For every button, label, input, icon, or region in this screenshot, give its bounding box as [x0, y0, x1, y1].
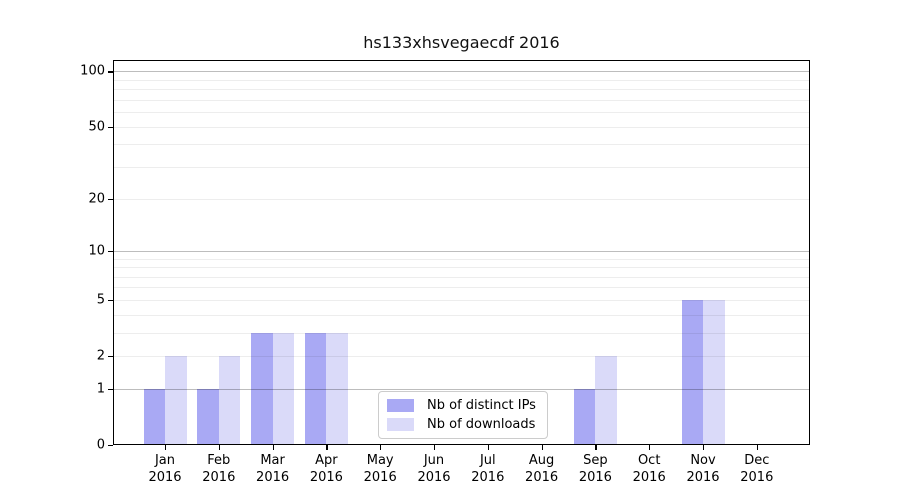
x-tick-year-oct: 2016	[632, 470, 666, 485]
x-tick-label-jan: Jan 2016	[135, 452, 195, 486]
gridline-y-70	[114, 99, 809, 101]
x-tick-label-dec: Dec 2016	[727, 452, 787, 486]
bar-distinct-ips-jan	[143, 388, 165, 445]
x-tick-mar	[272, 445, 274, 450]
chart-title: hs133xhsvegaecdf 2016	[363, 33, 560, 52]
x-tick-label-feb: Feb 2016	[189, 452, 249, 486]
x-tick-label-jul: Jul 2016	[458, 452, 518, 486]
bar-distinct-ips-sep	[573, 388, 596, 445]
gridline-y-3	[114, 332, 809, 334]
x-tick-apr	[326, 445, 328, 450]
y-tick-label-100: 100	[80, 63, 105, 79]
gridline-y-100	[114, 71, 809, 73]
x-tick-label-aug: Aug 2016	[512, 452, 572, 486]
x-tick-feb	[218, 445, 220, 450]
x-tick-year-dec: 2016	[740, 470, 774, 485]
gridline-y-80	[114, 89, 809, 91]
gridline-y-50	[114, 126, 809, 128]
gridline-y-10	[114, 250, 809, 252]
gridline-y-20	[114, 198, 809, 200]
y-tick-label-1: 1	[96, 381, 105, 397]
x-tick-may	[380, 445, 382, 450]
x-tick-year-jan: 2016	[148, 470, 182, 485]
y-tick-label-5: 5	[96, 292, 105, 308]
x-tick-label-sep: Sep 2016	[565, 452, 625, 486]
y-tick-label-10: 10	[88, 243, 105, 259]
y-tick-100	[108, 71, 113, 73]
bar-distinct-ips-nov	[681, 299, 703, 445]
x-tick-jul	[487, 445, 489, 450]
x-tick-label-jun: Jun 2016	[404, 452, 464, 486]
x-tick-sep	[595, 445, 597, 450]
bar-downloads-nov	[703, 299, 725, 445]
gridline-y-9	[114, 258, 809, 260]
y-tick-20	[108, 198, 113, 200]
bar-distinct-ips-apr	[304, 332, 327, 445]
legend-swatch-distinct-ips-icon	[387, 399, 414, 412]
legend: Nb of distinct IPs Nb of downloads	[378, 391, 548, 439]
y-tick-10	[108, 250, 113, 253]
y-tick-1	[108, 388, 113, 391]
legend-label-distinct-ips: Nb of distinct IPs	[427, 398, 536, 413]
legend-label-downloads: Nb of downloads	[427, 417, 536, 432]
x-tick-year-nov: 2016	[686, 470, 720, 485]
bar-downloads-sep	[595, 356, 617, 445]
gridline-y-30	[114, 167, 809, 168]
x-tick-jun	[434, 445, 436, 450]
gridline-y-2	[114, 356, 809, 358]
x-tick-year-jun: 2016	[417, 470, 451, 485]
gridline-y-4	[114, 314, 809, 316]
gridline-y-8	[114, 267, 809, 269]
x-tick-oct	[649, 445, 651, 450]
legend-item-downloads: Nb of downloads	[387, 417, 536, 432]
x-tick-year-sep: 2016	[578, 470, 612, 485]
x-tick-label-apr: Apr 2016	[296, 452, 356, 486]
y-tick-2	[108, 356, 113, 358]
x-tick-year-aug: 2016	[525, 470, 559, 485]
y-tick-label-0: 0	[96, 437, 105, 453]
y-tick-0	[108, 445, 113, 447]
legend-swatch-downloads-icon	[387, 418, 414, 431]
x-tick-aug	[541, 445, 543, 450]
bar-downloads-apr	[326, 332, 348, 445]
y-tick-label-2: 2	[96, 348, 105, 364]
gridline-y-6	[114, 287, 809, 289]
y-tick-5	[108, 299, 113, 302]
bar-distinct-ips-feb	[197, 388, 219, 445]
gridline-y-7	[114, 276, 809, 278]
x-tick-year-apr: 2016	[309, 470, 343, 485]
x-tick-label-may: May 2016	[350, 452, 410, 486]
bar-distinct-ips-mar	[251, 332, 273, 445]
legend-item-distinct-ips: Nb of distinct IPs	[387, 398, 536, 413]
gridline-y-1	[114, 388, 809, 390]
gridline-y-90	[114, 79, 809, 81]
bar-downloads-jan	[165, 356, 187, 445]
gridline-y-40	[114, 144, 809, 146]
bar-downloads-mar	[272, 332, 295, 445]
x-tick-year-may: 2016	[363, 470, 397, 485]
x-tick-dec	[756, 445, 758, 450]
x-tick-year-feb: 2016	[202, 470, 236, 485]
x-tick-label-nov: Nov 2016	[673, 452, 733, 486]
bar-downloads-feb	[218, 356, 241, 445]
x-tick-nov	[703, 445, 705, 450]
x-tick-year-mar: 2016	[256, 470, 290, 485]
gridline-y-60	[114, 112, 809, 114]
gridline-y-5	[114, 299, 809, 301]
x-tick-label-oct: Oct 2016	[619, 452, 679, 486]
y-tick-50	[108, 126, 113, 128]
x-tick-year-jul: 2016	[471, 470, 505, 485]
x-tick-jan	[165, 445, 167, 450]
y-tick-label-20: 20	[88, 191, 105, 207]
y-tick-label-50: 50	[88, 119, 105, 135]
x-tick-label-mar: Mar 2016	[243, 452, 303, 486]
